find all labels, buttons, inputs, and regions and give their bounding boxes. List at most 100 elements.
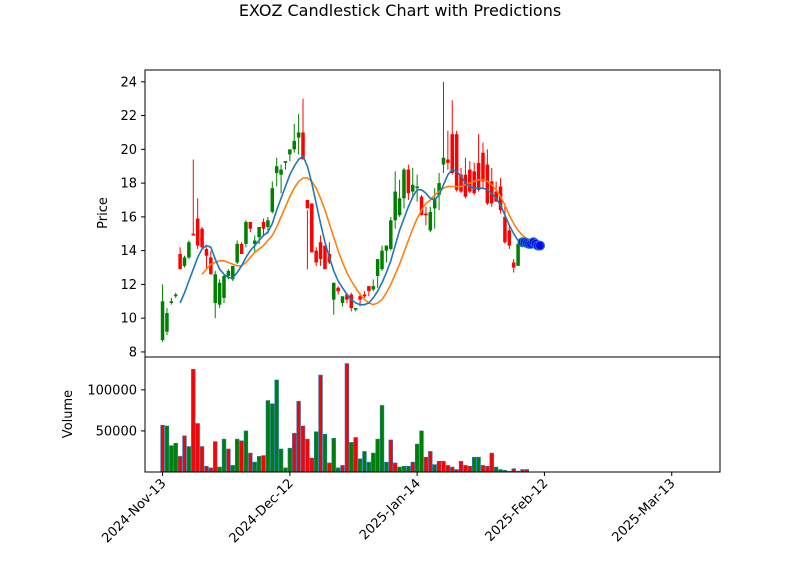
volume-bar-47 <box>366 461 372 473</box>
volume-bar-48 <box>371 452 376 473</box>
volume-bar-61 <box>428 451 433 473</box>
volume-bar-68 <box>458 461 464 473</box>
volume-bar-29 <box>287 447 293 473</box>
volume-bar-59 <box>419 430 424 473</box>
candle-body-6 <box>187 242 191 258</box>
candle-body-39 <box>331 282 336 300</box>
candle-body-31 <box>296 132 301 138</box>
price-ytick-label-2: 12 <box>120 278 137 293</box>
candle-body-61 <box>428 211 433 231</box>
candle-body-62 <box>432 198 437 209</box>
volume-bar-44 <box>353 437 358 473</box>
price-ytick-label-5: 18 <box>120 177 137 192</box>
volume-bar-53 <box>393 462 398 473</box>
candle-body-27 <box>279 169 283 175</box>
candle-body-74 <box>485 164 490 204</box>
candle-body-33 <box>305 199 310 209</box>
volume-bar-31 <box>296 401 301 473</box>
candle-body-67 <box>454 134 459 190</box>
candle-body-5 <box>182 257 187 266</box>
candle-body-45 <box>358 296 362 300</box>
volume-bar-72 <box>476 456 481 473</box>
candle-body-17 <box>235 243 239 263</box>
candle-body-30 <box>292 140 296 150</box>
candle-body-51 <box>384 245 389 251</box>
volume-bar-20 <box>248 452 253 473</box>
volume-axes-frame <box>144 356 721 473</box>
candle-body-43 <box>349 294 354 309</box>
volume-bar-40 <box>335 467 341 473</box>
volume-bar-56 <box>406 465 411 473</box>
candle-body-49 <box>375 259 380 276</box>
volume-bar-17 <box>235 438 240 473</box>
volume-bar-35 <box>314 431 319 473</box>
volume-bar-12 <box>213 441 218 473</box>
candle-body-59 <box>419 196 424 216</box>
candle-body-18 <box>239 243 244 255</box>
volume-bar-11 <box>208 467 214 473</box>
volume-bar-5 <box>182 435 187 473</box>
candle-body-53 <box>393 191 397 221</box>
price-ytick-label-8: 24 <box>120 75 137 90</box>
volume-bar-23 <box>261 455 266 473</box>
candle-body-81 <box>516 243 520 266</box>
volume-bar-49 <box>375 438 380 473</box>
price-ytick-label-1: 10 <box>120 312 137 327</box>
volume-bar-74 <box>485 465 490 473</box>
chart-title: EXOZ Candlestick Chart with Predictions <box>239 1 561 20</box>
volume-bar-38 <box>327 462 332 473</box>
volume-bar-2 <box>169 445 174 473</box>
volume-bar-16 <box>230 465 235 473</box>
volume-bar-46 <box>362 451 367 473</box>
candle-body-16 <box>231 265 235 280</box>
xtick-label-2: 2025-Jan-14 <box>357 476 424 543</box>
volume-bar-63 <box>436 461 442 473</box>
volume-bar-54 <box>397 466 402 473</box>
volume-bar-3 <box>173 442 178 473</box>
volume-bar-71 <box>472 456 477 473</box>
candle-body-52 <box>389 220 393 249</box>
volume-bar-66 <box>450 466 455 473</box>
volume-bar-32 <box>300 425 306 473</box>
candle-body-79 <box>507 230 512 246</box>
volume-bar-73 <box>480 465 486 473</box>
candle-body-54 <box>397 198 402 216</box>
volume-bar-26 <box>274 379 279 473</box>
volume-bar-19 <box>243 430 249 473</box>
volume-bar-60 <box>423 456 429 473</box>
candle-body-41 <box>340 296 345 303</box>
candle-body-36 <box>318 242 323 260</box>
volume-bar-64 <box>441 461 446 473</box>
volume-bar-13 <box>217 466 222 473</box>
candle-body-65 <box>446 159 450 163</box>
volume-bar-51 <box>384 461 389 473</box>
volume-bar-15 <box>226 448 231 473</box>
candle-body-11 <box>209 257 213 275</box>
candle-body-10 <box>204 248 209 256</box>
candle-body-7 <box>191 233 196 236</box>
candle-body-26 <box>274 166 279 173</box>
volume-bar-22 <box>256 456 262 473</box>
volume-bar-7 <box>191 369 196 473</box>
volume-bar-45 <box>357 458 363 473</box>
candle-body-46 <box>362 294 367 297</box>
volume-bar-41 <box>340 465 345 473</box>
volume-bar-30 <box>292 433 297 473</box>
volume-bar-9 <box>199 446 205 473</box>
volume-bar-50 <box>379 405 385 473</box>
volume-bar-1 <box>164 425 170 473</box>
volume-bar-4 <box>177 456 183 473</box>
volume-bar-58 <box>414 443 420 473</box>
candle-body-76 <box>494 191 498 202</box>
price-ytick-label-7: 22 <box>120 109 137 124</box>
volume-bar-8 <box>195 423 200 473</box>
candle-body-4 <box>178 254 182 270</box>
volume-bar-33 <box>305 438 310 473</box>
candle-body-63 <box>437 183 441 195</box>
volume-bar-43 <box>349 442 354 473</box>
volume-bar-14 <box>221 438 227 473</box>
volume-bar-37 <box>322 433 328 473</box>
candle-body-73 <box>481 152 485 182</box>
volume-bar-34 <box>309 457 314 473</box>
